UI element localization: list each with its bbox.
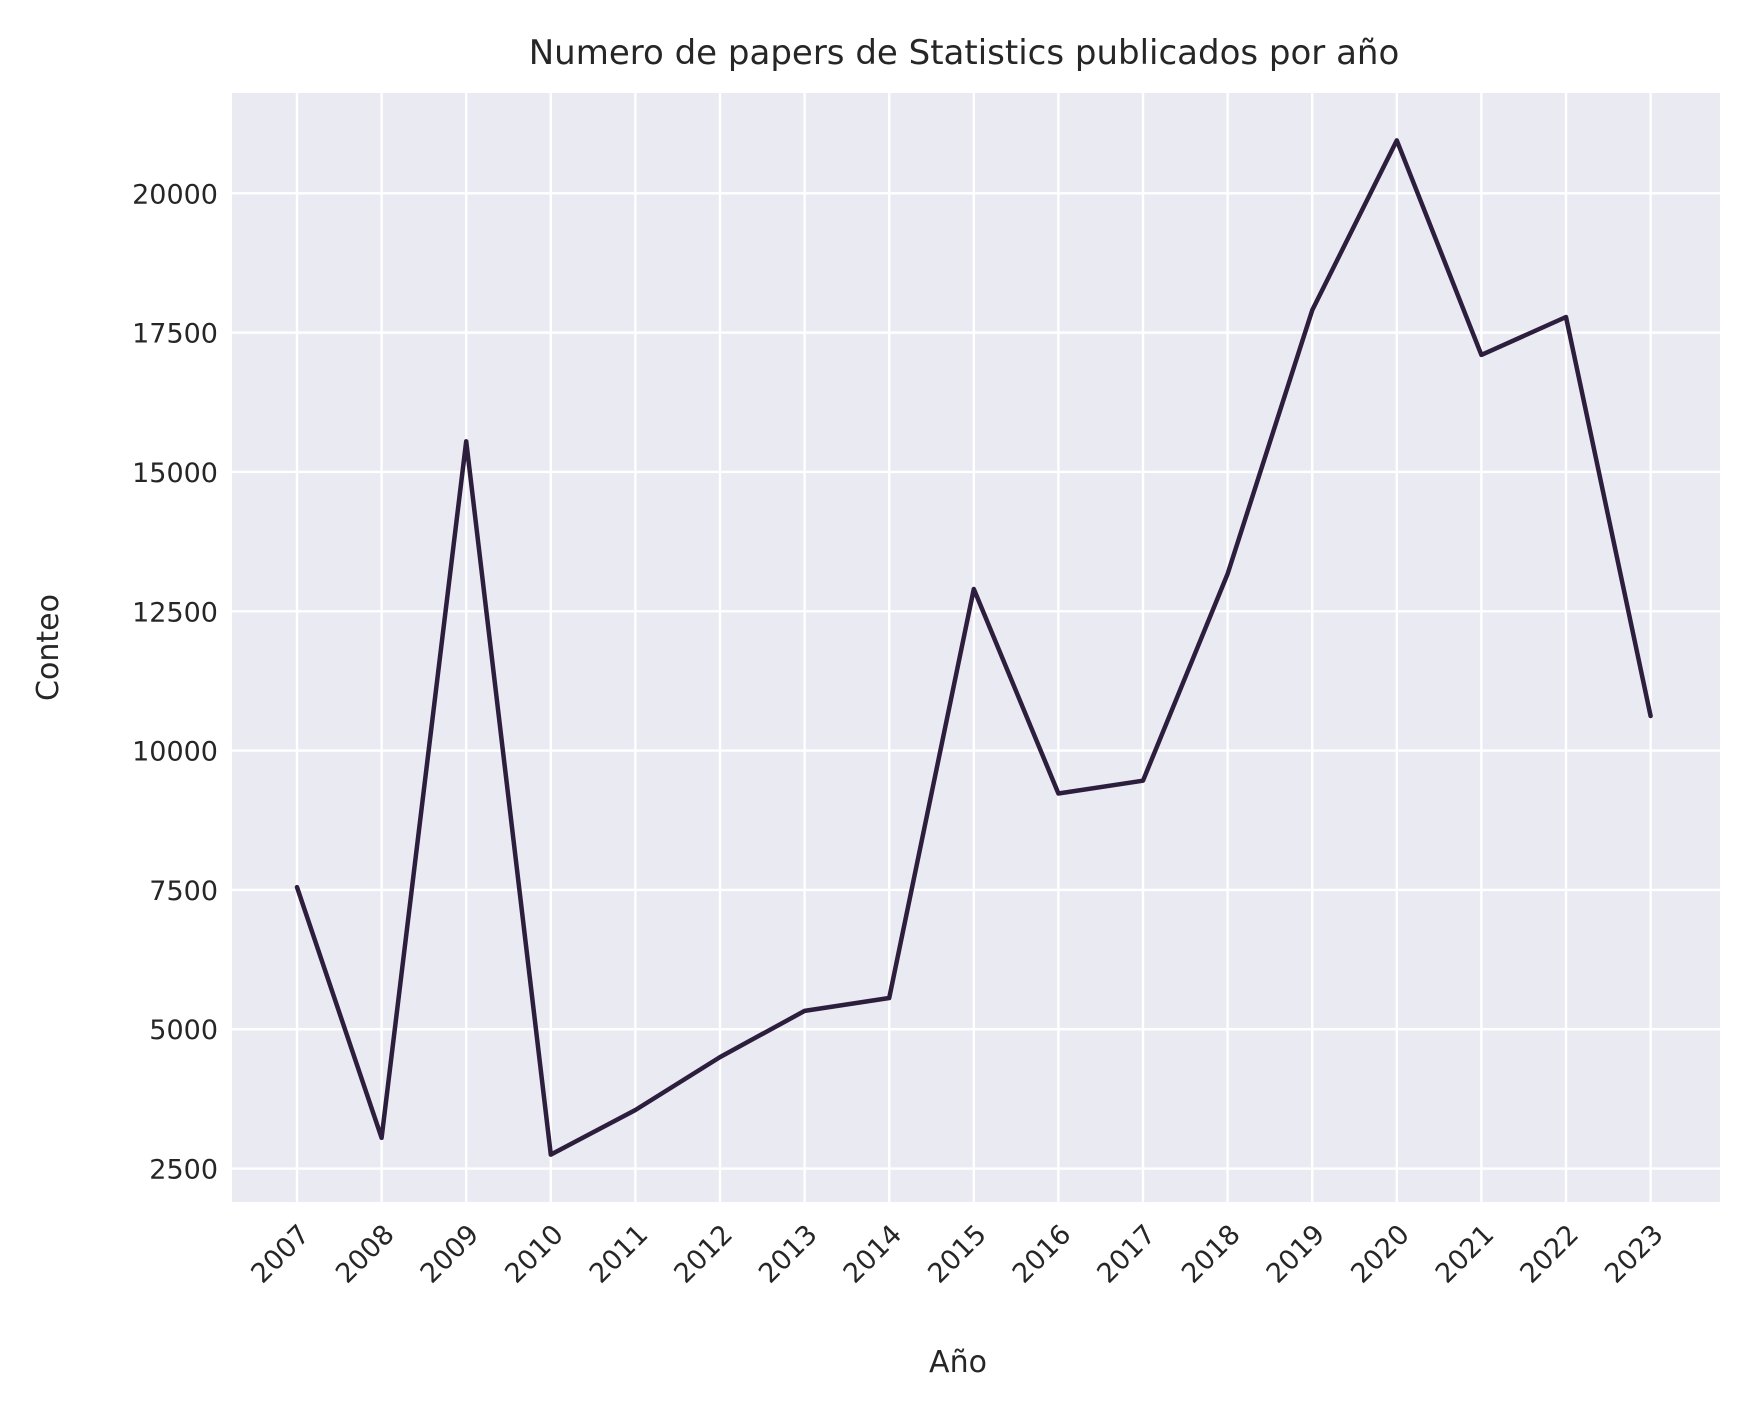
y-tick-label: 5000 [149,1015,218,1046]
x-tick-label: 2012 [668,1219,739,1290]
x-tick-label: 2014 [838,1219,909,1290]
y-tick-label: 2500 [149,1155,218,1186]
series-line [294,138,1653,1157]
x-tick-label: 2019 [1261,1219,1332,1290]
x-tick-label: 2007 [245,1219,316,1290]
x-tick-label: 2015 [922,1219,993,1290]
x-gridlines [295,93,1652,1202]
x-tick-label: 2011 [584,1219,655,1290]
plot-area [232,93,1720,1202]
x-tick-label: 2021 [1430,1219,1501,1290]
y-axis-label: Conteo [31,594,66,701]
y-tick-labels: 2500 5000 7500 10000 12500 15000 17500 20000 [132,179,218,1185]
x-axis-label: Año [929,1345,987,1380]
x-tick-label: 2022 [1514,1219,1585,1290]
x-tick-label: 2013 [753,1219,824,1290]
y-tick-label: 10000 [132,737,218,768]
x-tick-label: 2010 [499,1219,570,1290]
y-tick-label: 17500 [132,319,218,350]
y-gridlines [232,192,1720,1170]
y-tick-label: 12500 [132,597,218,628]
x-tick-label: 2017 [1091,1219,1162,1290]
x-tick-label: 2020 [1345,1219,1416,1290]
y-tick-label: 7500 [149,876,218,907]
x-tick-label: 2023 [1599,1219,1670,1290]
y-tick-label: 20000 [132,179,218,210]
y-tick-label: 15000 [132,458,218,489]
chart-title: Numero de papers de Statistics publicado… [529,33,1400,73]
x-tick-labels: 2007 2008 2009 2010 2011 2012 2013 2014 2015 2016… [245,1219,1669,1290]
x-tick-label: 2018 [1176,1219,1247,1290]
x-tick-label: 2016 [1007,1219,1078,1290]
x-tick-label: 2009 [415,1219,486,1290]
x-tick-label: 2008 [330,1219,401,1290]
